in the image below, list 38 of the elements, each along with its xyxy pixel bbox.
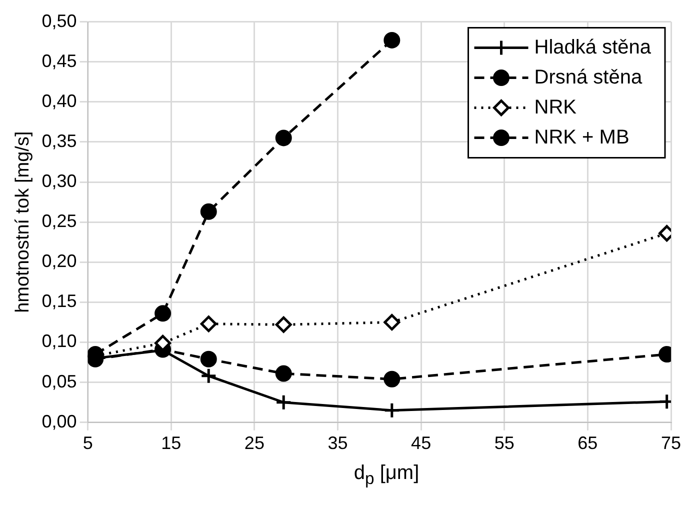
y-tick-label: 0,00 (42, 411, 77, 432)
point (384, 314, 400, 330)
point (200, 203, 217, 220)
x-tick-label: 45 (411, 433, 432, 454)
y-tick-label: 0,15 (42, 291, 77, 312)
y-axis-title: hmotnostní tok [mg/s] (12, 131, 34, 313)
point (384, 32, 400, 48)
y-tick-label: 0,20 (42, 251, 77, 272)
point (154, 305, 172, 322)
y-tick-label: 0,35 (42, 130, 77, 151)
x-tick-label: 15 (161, 433, 182, 454)
x-tick-label: 25 (244, 433, 264, 454)
legend-label: NRK + MB (534, 126, 630, 148)
y-tick-label: 0,45 (42, 50, 77, 71)
point (275, 394, 292, 411)
point (275, 316, 292, 333)
point (200, 350, 217, 368)
legend-label: Drsná stěna (534, 66, 643, 88)
point (200, 316, 217, 332)
y-tick-label: 0,50 (42, 10, 77, 31)
legend-label: Hladká stěna (534, 36, 652, 58)
x-tick-label: 65 (578, 433, 598, 454)
point (275, 130, 292, 146)
legend-label: NRK (534, 96, 578, 118)
y-tick-label: 0,10 (42, 331, 77, 352)
point (275, 365, 292, 382)
x-axis-title: d$_{p}$ [μm] (352, 462, 420, 489)
x-tick-label: 75 (660, 433, 682, 454)
y-tick-label: 0,25 (42, 211, 77, 232)
point (200, 368, 217, 384)
point (384, 402, 400, 419)
point (384, 370, 400, 388)
y-tick-label: 0,05 (42, 371, 77, 392)
y-tick-label: 0,40 (42, 90, 77, 111)
x-tick-label: 5 (82, 433, 93, 454)
x-tick-label: 35 (328, 433, 348, 454)
y-tick-label: 0,30 (42, 171, 77, 192)
x-tick-label: 55 (494, 433, 514, 454)
